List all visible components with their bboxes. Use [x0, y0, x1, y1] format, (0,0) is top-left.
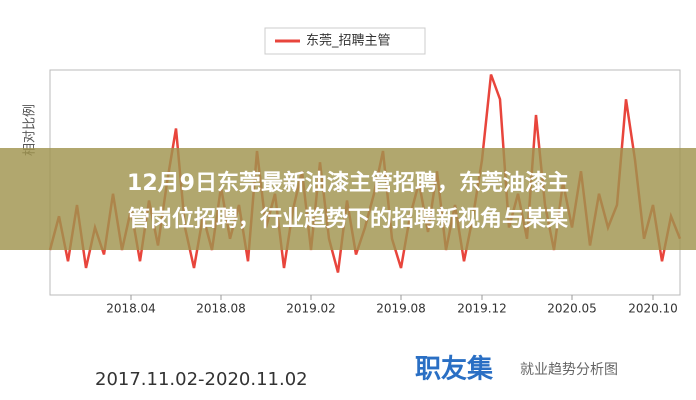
overlay-headline: 12月9日东莞最新油漆主管招聘，东莞油漆主: [127, 170, 569, 196]
x-tick-label: 2018.08: [196, 302, 246, 316]
x-tick-label: 2018.04: [106, 302, 156, 316]
x-tick-label: 2020.10: [628, 302, 678, 316]
x-tick-label: 2020.05: [547, 302, 597, 316]
x-tick-label: 2019.12: [457, 302, 507, 316]
brand-logo: 职友集: [415, 354, 494, 385]
y-axis-label: 相对比例: [23, 104, 38, 156]
brand-caption: 就业趋势分析图: [520, 362, 618, 378]
overlay-banner: [0, 148, 696, 250]
x-tick-label: 2019.02: [286, 302, 336, 316]
legend-label: 东莞_招聘主管: [306, 34, 391, 49]
x-tick-label: 2019.08: [376, 302, 426, 316]
overlay-headline: 管岗位招聘，行业趋势下的招聘新视角与某某: [128, 206, 568, 232]
date-range: 2017.11.02-2020.11.02: [95, 369, 308, 390]
